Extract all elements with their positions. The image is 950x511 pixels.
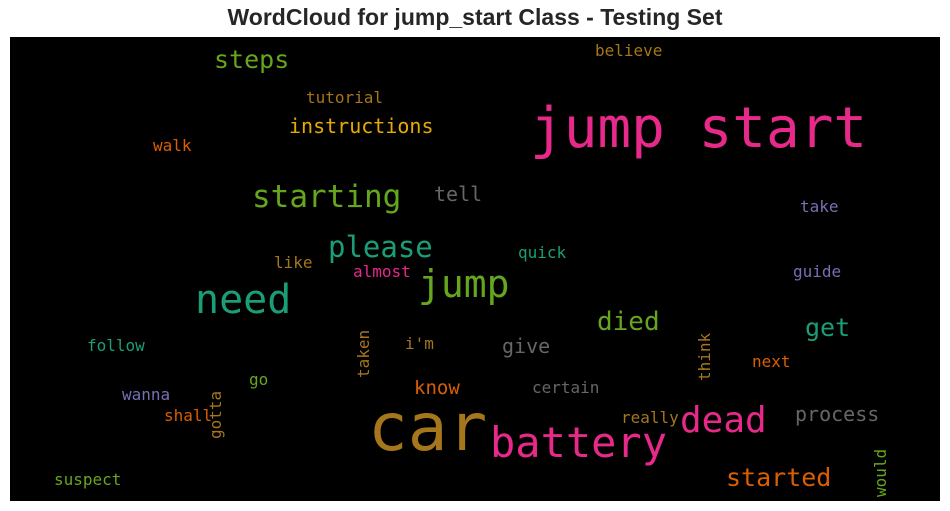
word-next: next: [752, 352, 791, 371]
word-shall: shall: [164, 406, 212, 425]
word-wanna: wanna: [122, 385, 170, 404]
word-i-m: i'm: [405, 334, 434, 353]
word-gotta: gotta: [206, 391, 225, 439]
word-really: really: [621, 408, 679, 427]
wordcloud-canvas: jump start car battery need jump dead starting…: [10, 37, 940, 501]
word-jump: jump: [418, 262, 510, 306]
word-started: started: [726, 463, 831, 492]
chart-title: WordCloud for jump_start Class - Testing…: [227, 4, 723, 30]
word-take: take: [800, 197, 839, 216]
word-taken: taken: [354, 330, 373, 378]
word-almost: almost: [353, 262, 411, 281]
word-think: think: [695, 332, 714, 381]
word-get: get: [805, 313, 850, 342]
word-dead: dead: [680, 400, 767, 441]
word-follow: follow: [87, 336, 145, 355]
word-believe: believe: [595, 41, 662, 60]
word-instructions: instructions: [289, 114, 434, 138]
word-car: car: [368, 389, 487, 466]
word-certain: certain: [532, 378, 599, 397]
word-please: please: [328, 230, 433, 264]
word-tutorial: tutorial: [306, 88, 383, 107]
word-tell: tell: [434, 182, 482, 206]
word-like: like: [274, 253, 313, 272]
word-know: know: [414, 377, 460, 399]
word-go: go: [249, 370, 268, 389]
word-walk: walk: [153, 136, 192, 155]
word-died: died: [597, 307, 660, 337]
word-quick: quick: [518, 243, 567, 262]
word-battery: battery: [490, 418, 667, 467]
word-would: would: [871, 449, 890, 497]
word-process: process: [795, 402, 879, 426]
wordcloud-svg: jump start car battery need jump dead starting…: [54, 41, 890, 497]
word-jump-start: jump start: [530, 96, 867, 161]
word-suspect: suspect: [54, 470, 121, 489]
word-starting: starting: [252, 179, 401, 215]
word-give: give: [502, 334, 550, 358]
word-need: need: [195, 277, 291, 323]
word-steps: steps: [214, 45, 289, 74]
word-guide: guide: [793, 262, 841, 281]
